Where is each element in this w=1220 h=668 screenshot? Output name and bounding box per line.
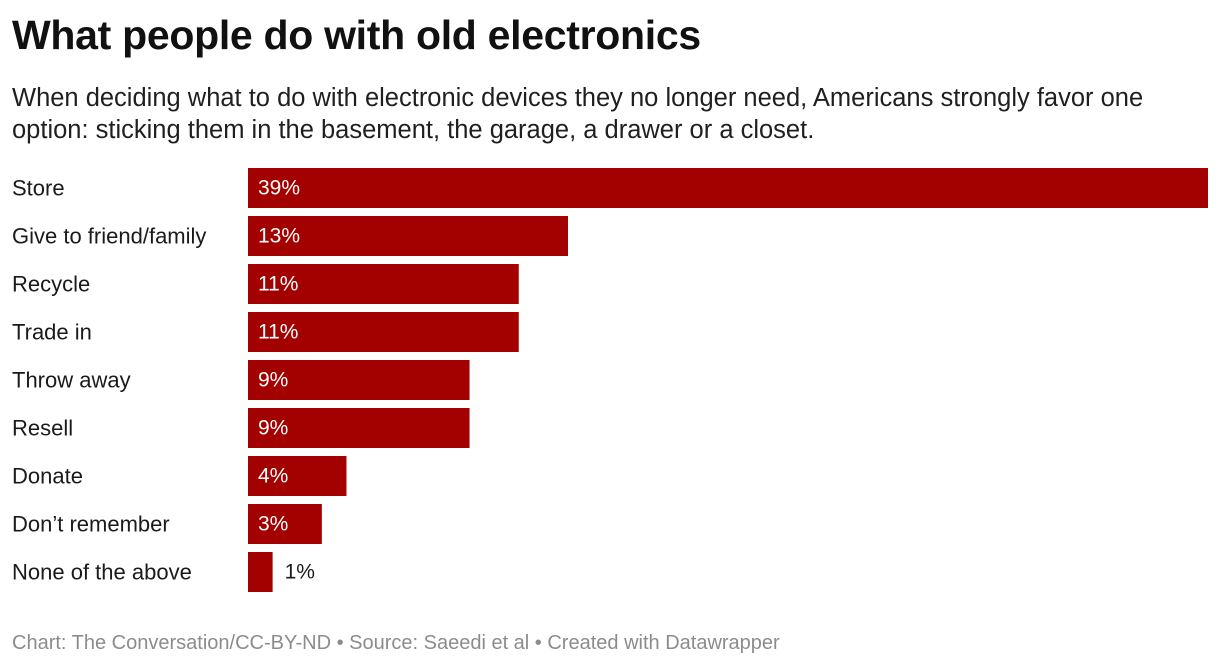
category-label: Give to friend/family [12, 224, 206, 249]
category-label: Trade in [12, 320, 92, 345]
category-label: Don’t remember [12, 512, 170, 537]
bar-row: Give to friend/family 13% [12, 216, 568, 256]
bar [248, 312, 519, 352]
bar [248, 504, 322, 544]
bar-row: Donate 4% [12, 456, 347, 496]
bar [248, 168, 1208, 208]
value-label: 11% [258, 321, 298, 344]
value-label: 4% [258, 465, 288, 488]
bar-row: Throw away 9% [12, 360, 470, 400]
value-label: 9% [258, 369, 288, 392]
value-label: 1% [285, 561, 315, 584]
category-label: Recycle [12, 272, 90, 297]
bar [248, 408, 470, 448]
value-label: 9% [258, 417, 288, 440]
bar-row: Trade in 11% [12, 312, 519, 352]
category-label: None of the above [12, 560, 192, 585]
value-label: 11% [258, 273, 298, 296]
category-label: Throw away [12, 368, 131, 393]
value-label: 39% [258, 177, 300, 200]
category-label: Donate [12, 464, 83, 489]
value-label: 13% [258, 225, 300, 248]
chart-footer-credit: Chart: The Conversation/CC-BY-ND • Sourc… [12, 632, 780, 654]
chart-title: What people do with old electronics [12, 12, 701, 58]
category-label: Store [12, 176, 65, 201]
bar [248, 216, 568, 256]
bar-row: Recycle 11% [12, 264, 519, 304]
bar [248, 456, 347, 496]
bar-row: Don’t remember 3% [12, 504, 322, 544]
value-label: 3% [258, 513, 288, 536]
bar [248, 264, 519, 304]
bar-row: Store 39% [12, 168, 1208, 208]
bar-row: None of the above 1% [12, 552, 315, 592]
bar [248, 360, 470, 400]
bar [248, 552, 273, 592]
category-label: Resell [12, 416, 73, 441]
bar-row: Resell 9% [12, 408, 470, 448]
chart-subtitle: When deciding what to do with electronic… [12, 84, 1144, 144]
